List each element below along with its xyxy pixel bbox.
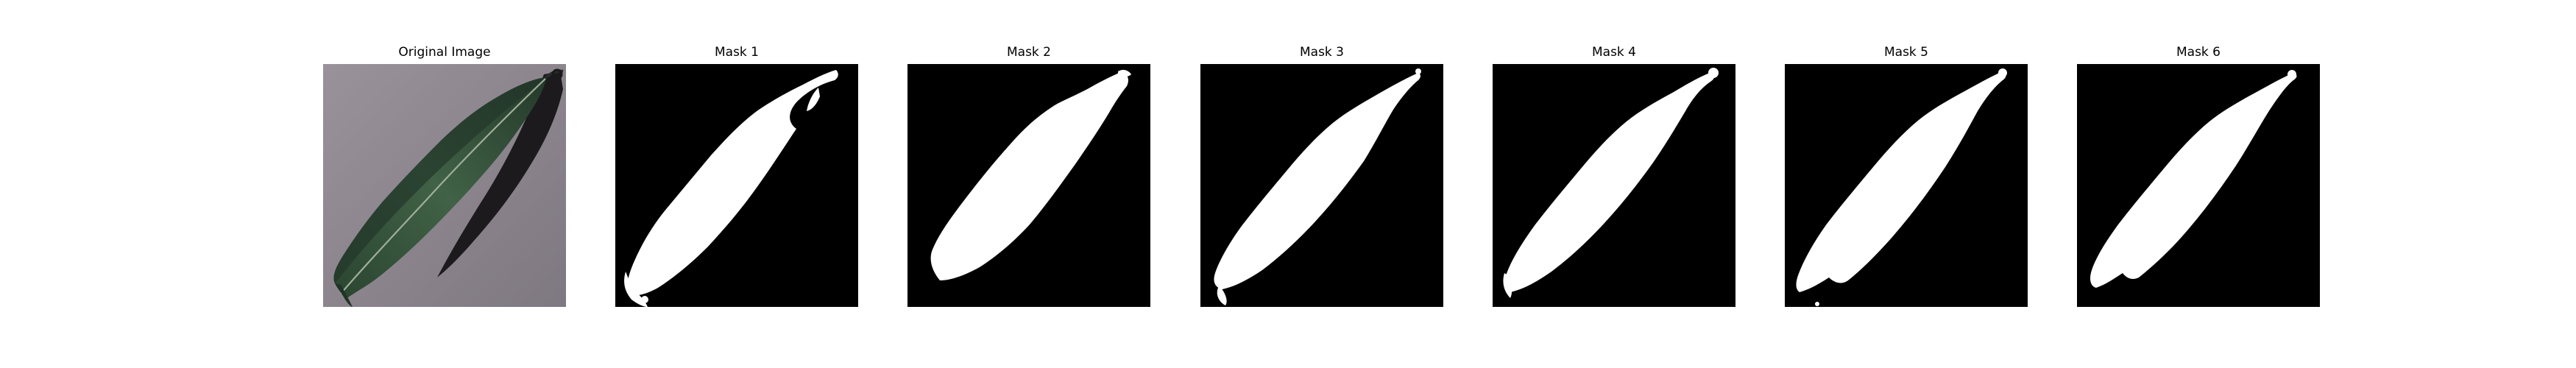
leaf-shadow bbox=[437, 71, 563, 277]
leaf-mask bbox=[1493, 64, 1735, 307]
leaf-mask bbox=[907, 64, 1150, 307]
mask-region bbox=[930, 71, 1128, 280]
leaf-photo bbox=[323, 64, 566, 307]
leaf-tip bbox=[335, 283, 353, 307]
panel-title: Mask 1 bbox=[714, 45, 759, 60]
mask-panel-5: Mask 5 bbox=[1785, 0, 2028, 368]
mask-region bbox=[627, 70, 838, 296]
mask-panel-2: Mask 2 bbox=[907, 0, 1150, 368]
mask-region bbox=[1415, 68, 1421, 74]
mask-region bbox=[1118, 69, 1131, 77]
stem-hook bbox=[551, 68, 563, 80]
leaf-mask bbox=[615, 64, 858, 307]
panel-title: Mask 5 bbox=[1883, 45, 1928, 60]
mask-region bbox=[1815, 302, 1819, 306]
leaf-mask bbox=[1200, 64, 1443, 307]
leaf-mask bbox=[1785, 64, 2028, 307]
mask-region bbox=[1708, 68, 1719, 78]
mask-region bbox=[2090, 73, 2297, 288]
mask-panel-4: Mask 4 bbox=[1493, 0, 1735, 368]
mask-panel-3: Mask 3 bbox=[1200, 0, 1443, 368]
panel-title: Mask 3 bbox=[1299, 45, 1344, 60]
mask-region bbox=[2287, 70, 2296, 79]
mask-panel-6: Mask 6 bbox=[2077, 0, 2320, 368]
leaf-mask bbox=[2077, 64, 2320, 307]
mask-panel-1: Mask 1 bbox=[615, 0, 858, 368]
mask-region bbox=[641, 296, 648, 303]
panel-title: Mask 6 bbox=[2176, 45, 2221, 60]
leaf-midrib bbox=[340, 78, 546, 294]
mask-region bbox=[1796, 71, 2006, 292]
original-image-panel: Original Image bbox=[323, 0, 566, 368]
mask-region bbox=[1214, 73, 1420, 289]
panel-title: Mask 4 bbox=[1591, 45, 1636, 60]
mask-region bbox=[1504, 71, 1716, 292]
mask-region bbox=[1998, 68, 2007, 77]
leaf-blade bbox=[333, 77, 546, 300]
panel-title: Original Image bbox=[398, 45, 491, 60]
mask-region bbox=[807, 88, 820, 111]
mask-region bbox=[1217, 288, 1227, 305]
panel-title: Mask 2 bbox=[1006, 45, 1051, 60]
mask-region bbox=[1503, 273, 1512, 298]
